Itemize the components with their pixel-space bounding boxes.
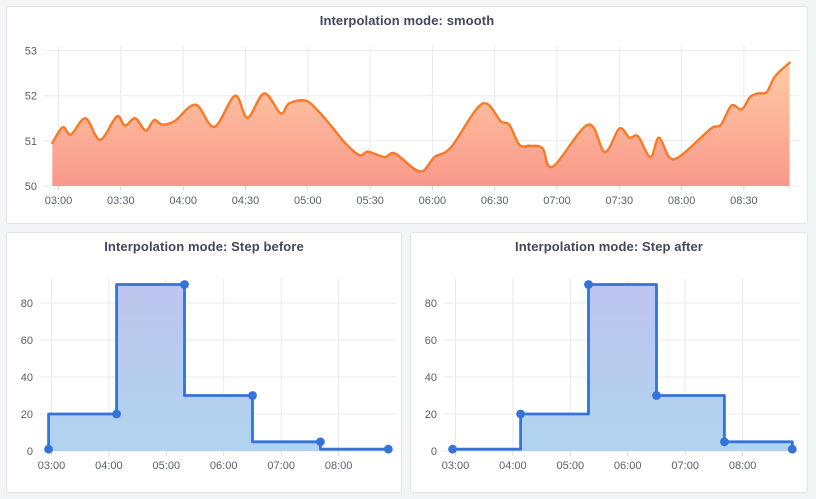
step-before-area-chart[interactable]: 0 20 40 60 80 03:00 04:00 05:00 06:00 07:00 08:00	[7, 259, 401, 492]
panel-title: Interpolation mode: smooth	[319, 13, 495, 28]
svg-text:07:00: 07:00	[671, 460, 699, 472]
svg-text:50: 50	[25, 181, 37, 193]
svg-text:04:00: 04:00	[169, 195, 197, 207]
svg-text:07:00: 07:00	[543, 195, 571, 207]
smooth-area-chart[interactable]: 50 51 52 53 03:00 03:30 04:00 04:30 05:00 05:30 06…	[7, 33, 807, 222]
svg-text:40: 40	[21, 372, 33, 384]
svg-text:60: 60	[21, 335, 33, 347]
panel-title: Interpolation mode: Step after	[515, 239, 703, 254]
svg-text:06:00: 06:00	[614, 460, 642, 472]
step-after-area-chart[interactable]: 0 20 40 60 80 03:00 04:00 05:00 06:00 07:00 08:00	[411, 259, 807, 492]
svg-text:51: 51	[25, 136, 37, 148]
svg-text:04:00: 04:00	[499, 460, 527, 472]
svg-text:05:00: 05:00	[557, 460, 585, 472]
svg-text:03:00: 03:00	[442, 460, 470, 472]
svg-text:52: 52	[25, 91, 37, 103]
svg-text:53: 53	[25, 46, 37, 58]
svg-text:04:00: 04:00	[95, 460, 123, 472]
svg-text:80: 80	[425, 298, 437, 310]
svg-text:04:30: 04:30	[232, 195, 260, 207]
panel-smooth: Interpolation mode: smooth 50 51 52 53 03:00…	[6, 6, 808, 224]
svg-text:60: 60	[425, 335, 437, 347]
svg-text:06:00: 06:00	[210, 460, 238, 472]
svg-text:08:30: 08:30	[730, 195, 758, 207]
svg-text:20: 20	[425, 409, 437, 421]
panel-step-after: Interpolation mode: Step after 0 20 40 60 80…	[410, 232, 808, 493]
svg-text:07:30: 07:30	[606, 195, 634, 207]
svg-text:0: 0	[27, 446, 33, 458]
panel-step-before: Interpolation mode: Step before 0 20 40 60 8…	[6, 232, 402, 493]
svg-text:0: 0	[431, 446, 437, 458]
svg-text:06:30: 06:30	[481, 195, 509, 207]
svg-text:20: 20	[21, 409, 33, 421]
panel-title: Interpolation mode: Step before	[104, 239, 304, 254]
svg-text:03:00: 03:00	[38, 460, 66, 472]
svg-text:40: 40	[425, 372, 437, 384]
svg-text:05:00: 05:00	[153, 460, 181, 472]
svg-text:06:00: 06:00	[419, 195, 447, 207]
svg-text:03:00: 03:00	[45, 195, 73, 207]
svg-text:08:00: 08:00	[668, 195, 696, 207]
svg-text:08:00: 08:00	[729, 460, 757, 472]
svg-text:80: 80	[21, 298, 33, 310]
svg-text:03:30: 03:30	[107, 195, 135, 207]
svg-text:05:30: 05:30	[356, 195, 384, 207]
svg-text:08:00: 08:00	[325, 460, 353, 472]
svg-text:05:00: 05:00	[294, 195, 322, 207]
svg-text:07:00: 07:00	[267, 460, 295, 472]
